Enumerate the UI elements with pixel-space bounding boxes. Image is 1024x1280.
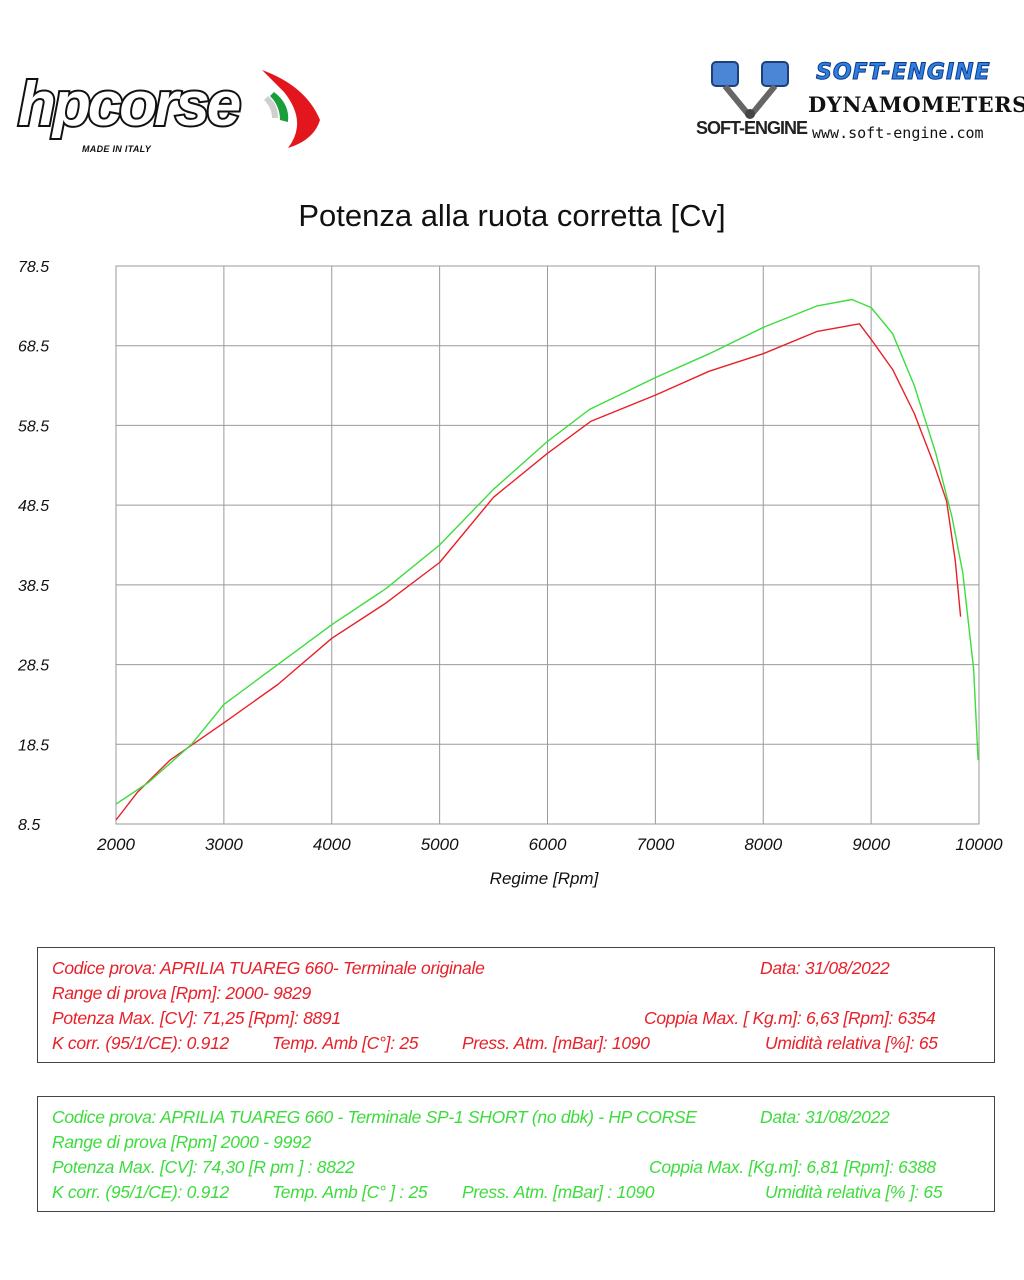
x-tick-label: 6000 <box>529 835 567 854</box>
y-tick-label: 28.5 <box>17 658 49 675</box>
test-code: Codice prova: APRILIA TUAREG 660 - Termi… <box>52 1107 697 1127</box>
test-range: Range di prova [Rpm]: 2000- 9829 <box>52 983 311 1003</box>
test-humidity: Umidità relativa [% ]: 65 <box>765 1182 943 1202</box>
y-axis-ticks: 78.5 68.5 58.5 48.5 38.5 28.5 18.5 8.5 <box>17 259 49 834</box>
y-tick-label: 58.5 <box>18 418 49 435</box>
test-k-corr: K corr. (95/1/CE): 0.912 <box>52 1182 229 1202</box>
y-tick-label: 38.5 <box>18 578 49 595</box>
y-tick-label: 78.5 <box>18 259 49 276</box>
test-humidity: Umidità relativa [%]: 65 <box>765 1033 938 1053</box>
y-tick-label: 18.5 <box>18 737 49 754</box>
x-tick-label: 9000 <box>852 835 890 854</box>
test-pressure: Press. Atm. [mBar] : 1090 <box>462 1182 655 1202</box>
x-tick-label: 4000 <box>313 835 351 854</box>
x-tick-label: 8000 <box>744 835 782 854</box>
piston-icon <box>711 61 789 119</box>
soft-engine-mark: SOFT-ENGINE <box>696 118 808 138</box>
x-tick-label: 5000 <box>421 835 459 854</box>
hpcorse-logo: hpcorse MADE IN ITALY <box>16 62 320 162</box>
test-k-corr: K corr. (95/1/CE): 0.912 <box>52 1033 229 1053</box>
soft-engine-website: www.soft-engine.com <box>812 124 984 142</box>
test-max-torque: Coppia Max. [ Kg.m]: 6,63 [Rpm]: 6354 <box>644 1008 936 1028</box>
x-axis-label: Regime [Rpm] <box>490 869 600 888</box>
test-date: Data: 31/08/2022 <box>760 1107 890 1127</box>
test-date: Data: 31/08/2022 <box>760 958 890 978</box>
x-tick-label: 7000 <box>636 835 674 854</box>
chart-title: Potenza alla ruota corretta [Cv] <box>298 198 726 233</box>
x-tick-label: 2000 <box>96 835 135 854</box>
test-info-original: Codice prova: APRILIA TUAREG 660- Termin… <box>37 947 995 1063</box>
hpcorse-logo-wordmark: hpcorse <box>16 70 243 139</box>
soft-engine-logo: SOFT-ENGINE DYNAMOMETERS SOFT-ENGINE www… <box>690 56 1024 152</box>
chart-grid <box>115 265 980 825</box>
test-max-power: Potenza Max. [CV]: 74,30 [R pm ] : 8822 <box>52 1157 355 1177</box>
x-axis-ticks: 2000 3000 4000 5000 6000 7000 8000 9000 10000 <box>96 835 1003 854</box>
hpcorse-tagline: MADE IN ITALY <box>82 144 152 154</box>
power-chart: 78.5 68.5 58.5 48.5 38.5 28.5 18.5 8.5 2000 3000… <box>17 259 1003 888</box>
test-code: Codice prova: APRILIA TUAREG 660- Termin… <box>52 958 485 978</box>
test-max-power: Potenza Max. [CV]: 71,25 [Rpm]: 8891 <box>52 1008 341 1028</box>
italian-flag-swoosh-icon <box>262 70 320 148</box>
test-max-torque: Coppia Max. [Kg.m]: 6,81 [Rpm]: 6388 <box>649 1157 936 1177</box>
soft-engine-subtitle: DYNAMOMETERS <box>808 92 1024 117</box>
series-line-green <box>115 298 979 805</box>
chart-series <box>115 298 979 821</box>
test-range: Range di prova [Rpm] 2000 - 9992 <box>52 1132 311 1152</box>
y-tick-label: 48.5 <box>18 498 49 515</box>
test-info-sp1-short: Codice prova: APRILIA TUAREG 660 - Termi… <box>37 1096 995 1212</box>
x-tick-label: 10000 <box>955 835 1003 854</box>
test-temp: Temp. Amb [C° ] : 25 <box>272 1182 428 1202</box>
soft-engine-title: SOFT-ENGINE <box>816 60 991 86</box>
test-temp: Temp. Amb [C°]: 25 <box>272 1033 419 1053</box>
y-tick-label: 8.5 <box>18 817 40 834</box>
series-line-red <box>115 323 962 821</box>
test-pressure: Press. Atm. [mBar]: 1090 <box>462 1033 650 1053</box>
x-tick-label: 3000 <box>205 835 243 854</box>
y-tick-label: 68.5 <box>18 339 49 356</box>
